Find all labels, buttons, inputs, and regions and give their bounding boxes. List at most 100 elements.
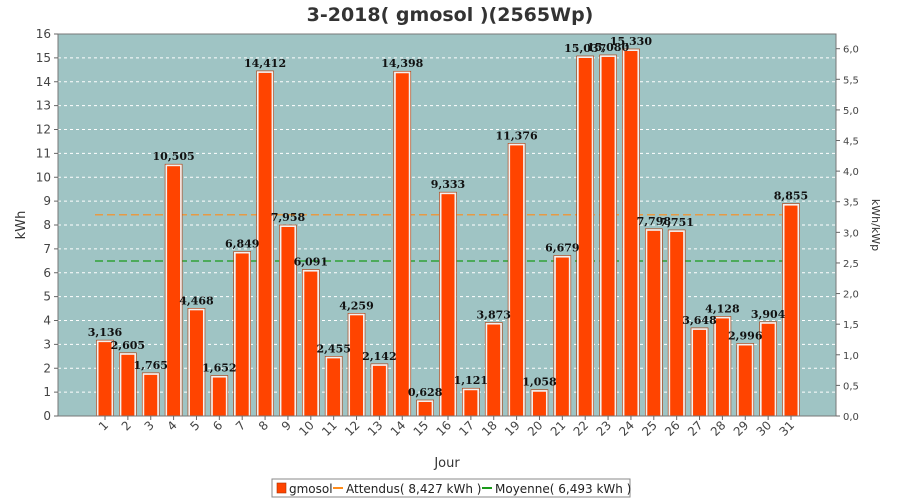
data-label: 6,679 xyxy=(545,242,579,255)
bar xyxy=(98,342,112,416)
bar xyxy=(715,318,729,416)
bar xyxy=(601,56,615,417)
y-tick-label: 13 xyxy=(36,99,51,113)
y2-tick-label: 2,5 xyxy=(843,259,859,270)
bar xyxy=(189,310,203,416)
x-tick-label: 9 xyxy=(279,418,294,433)
bar xyxy=(532,391,546,416)
x-tick-label: 28 xyxy=(708,418,729,439)
data-label: 15,330 xyxy=(610,35,652,48)
x-tick-label: 4 xyxy=(164,418,179,433)
x-tick-label: 10 xyxy=(296,418,317,439)
legend-label: Attendus( 8,427 kWh ) xyxy=(346,482,481,496)
x-tick-label: 2 xyxy=(119,418,134,433)
bar xyxy=(784,205,798,416)
legend: gmosol Attendus( 8,427 kWh ) Moyenne( 6,49… xyxy=(271,478,631,498)
data-label: 2,455 xyxy=(316,342,350,355)
y2-tick-label: 0,0 xyxy=(843,412,859,423)
data-label: 6,849 xyxy=(225,237,259,250)
x-tick-label: 31 xyxy=(776,418,797,439)
data-label: 1,652 xyxy=(202,362,236,375)
x-tick-label: 1 xyxy=(96,418,111,433)
data-label: 2,996 xyxy=(728,329,763,342)
bar xyxy=(670,231,684,416)
data-label: 3,904 xyxy=(751,308,786,321)
y-tick-label: 0 xyxy=(43,409,51,423)
data-label: 15,037 xyxy=(564,42,606,55)
data-label: 1,765 xyxy=(134,359,168,372)
x-tick-label: 3 xyxy=(142,418,157,433)
data-label: 3,136 xyxy=(88,326,123,339)
y-tick-label: 11 xyxy=(36,146,51,160)
x-tick-label: 7 xyxy=(233,418,248,433)
y2-axis-ticks: 0,0 0,5 1,0 1,5 2,0 2,5 3,0 3,5 4,0 4,5 5,0 5,5 6,0 xyxy=(836,45,859,423)
x-tick-label: 16 xyxy=(433,418,454,439)
x-tick-label: 21 xyxy=(548,418,569,439)
y2-tick-label: 3,5 xyxy=(843,198,859,209)
y2-tick-label: 1,0 xyxy=(843,351,859,362)
x-tick-label: 15 xyxy=(411,418,432,439)
x-tick-label: 6 xyxy=(210,418,225,433)
y2-tick-label: 4,0 xyxy=(843,167,859,178)
y-tick-label: 3 xyxy=(43,337,51,351)
chart-title: 3-2018( gmosol )(2565Wp) xyxy=(307,4,594,26)
bar xyxy=(372,365,386,416)
data-label: 4,468 xyxy=(179,294,214,307)
data-label: 2,142 xyxy=(362,350,396,363)
y-tick-label: 9 xyxy=(43,194,51,208)
x-tick-label: 5 xyxy=(187,418,202,433)
data-label: 14,412 xyxy=(244,57,286,70)
bar xyxy=(693,329,707,416)
x-tick-label: 8 xyxy=(256,418,271,433)
x-tick-label: 26 xyxy=(662,418,683,439)
bar xyxy=(464,390,478,416)
data-label: 11,376 xyxy=(496,129,538,142)
data-label: 9,333 xyxy=(431,178,465,191)
y-tick-label: 5 xyxy=(43,290,51,304)
x-tick-label: 20 xyxy=(525,418,546,439)
data-label: 4,128 xyxy=(705,302,740,315)
bar xyxy=(647,230,661,416)
y2-tick-label: 2,0 xyxy=(843,290,859,301)
y-tick-label: 8 xyxy=(43,218,51,232)
bar xyxy=(441,194,455,416)
y-tick-label: 12 xyxy=(36,123,51,137)
bar xyxy=(487,324,501,416)
data-label: 8,855 xyxy=(774,190,808,203)
y2-tick-label: 3,0 xyxy=(843,228,859,239)
legend-label: Moyenne( 6,493 kWh ) xyxy=(495,482,631,496)
y-tick-label: 2 xyxy=(43,361,51,375)
bar xyxy=(212,377,226,416)
x-axis-ticks: 1 2 3 4 5 6 7 8 9 10 11 12 13 14 15 16 17 18 19 20 21 22 23 24 2… xyxy=(96,416,797,439)
bar xyxy=(121,354,135,416)
bar xyxy=(235,253,249,416)
y-tick-label: 14 xyxy=(36,75,51,89)
data-label: 15,080 xyxy=(587,41,629,54)
legend-label: gmosol xyxy=(289,482,333,496)
bar xyxy=(738,345,752,416)
x-tick-label: 30 xyxy=(754,418,775,439)
y2-axis-label: kWh/kWp xyxy=(869,199,882,251)
bar xyxy=(327,358,341,416)
x-tick-label: 27 xyxy=(685,418,706,439)
bar xyxy=(555,257,569,416)
bar xyxy=(578,57,592,416)
x-tick-label: 11 xyxy=(319,418,340,439)
bar xyxy=(144,374,158,416)
data-label: 0,628 xyxy=(408,386,443,399)
legend-swatch xyxy=(276,482,287,494)
y2-tick-label: 0,5 xyxy=(843,381,859,392)
data-label: 4,259 xyxy=(339,299,373,312)
bars xyxy=(96,48,800,417)
bar xyxy=(510,145,524,416)
x-tick-label: 18 xyxy=(479,418,500,439)
x-tick-label: 24 xyxy=(616,418,637,439)
bar xyxy=(395,73,409,417)
bar xyxy=(304,271,318,416)
x-tick-label: 19 xyxy=(502,418,523,439)
y2-tick-label: 6,0 xyxy=(843,45,859,56)
y2-tick-label: 4,5 xyxy=(843,137,859,148)
data-label: 14,398 xyxy=(381,57,423,70)
